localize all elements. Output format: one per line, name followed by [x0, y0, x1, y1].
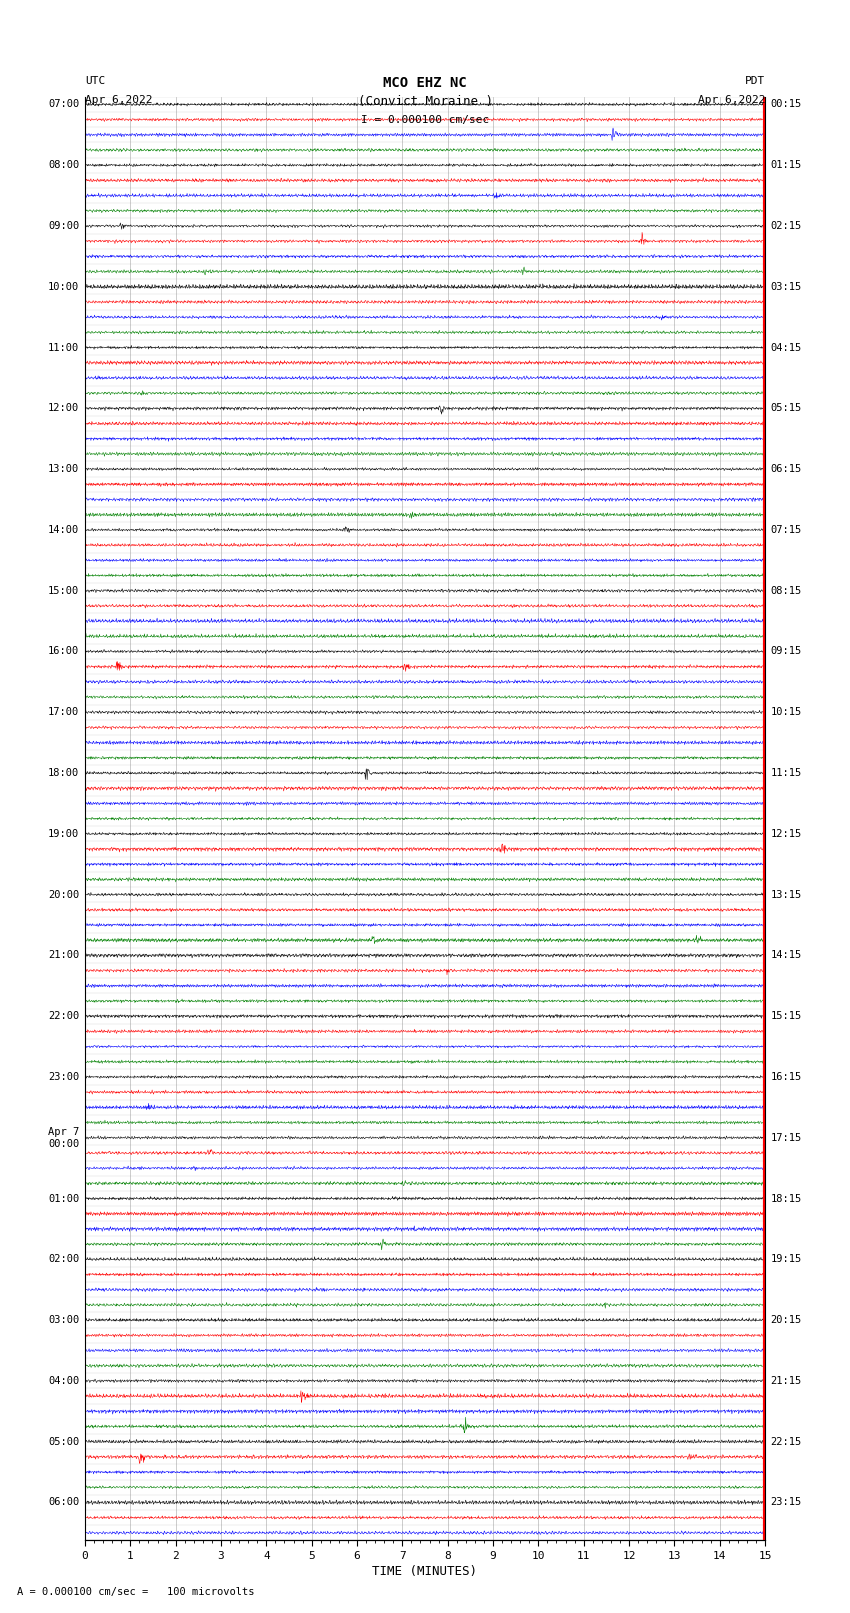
Text: UTC: UTC — [85, 76, 105, 85]
Text: I = 0.000100 cm/sec: I = 0.000100 cm/sec — [361, 115, 489, 124]
Text: (Convict Moraine ): (Convict Moraine ) — [358, 95, 492, 108]
Text: A = 0.000100 cm/sec =   100 microvolts: A = 0.000100 cm/sec = 100 microvolts — [17, 1587, 254, 1597]
Text: PDT: PDT — [745, 76, 765, 85]
X-axis label: TIME (MINUTES): TIME (MINUTES) — [372, 1565, 478, 1578]
Text: Apr 6,2022: Apr 6,2022 — [698, 95, 765, 105]
Text: Apr 6,2022: Apr 6,2022 — [85, 95, 152, 105]
Text: MCO EHZ NC: MCO EHZ NC — [383, 76, 467, 90]
